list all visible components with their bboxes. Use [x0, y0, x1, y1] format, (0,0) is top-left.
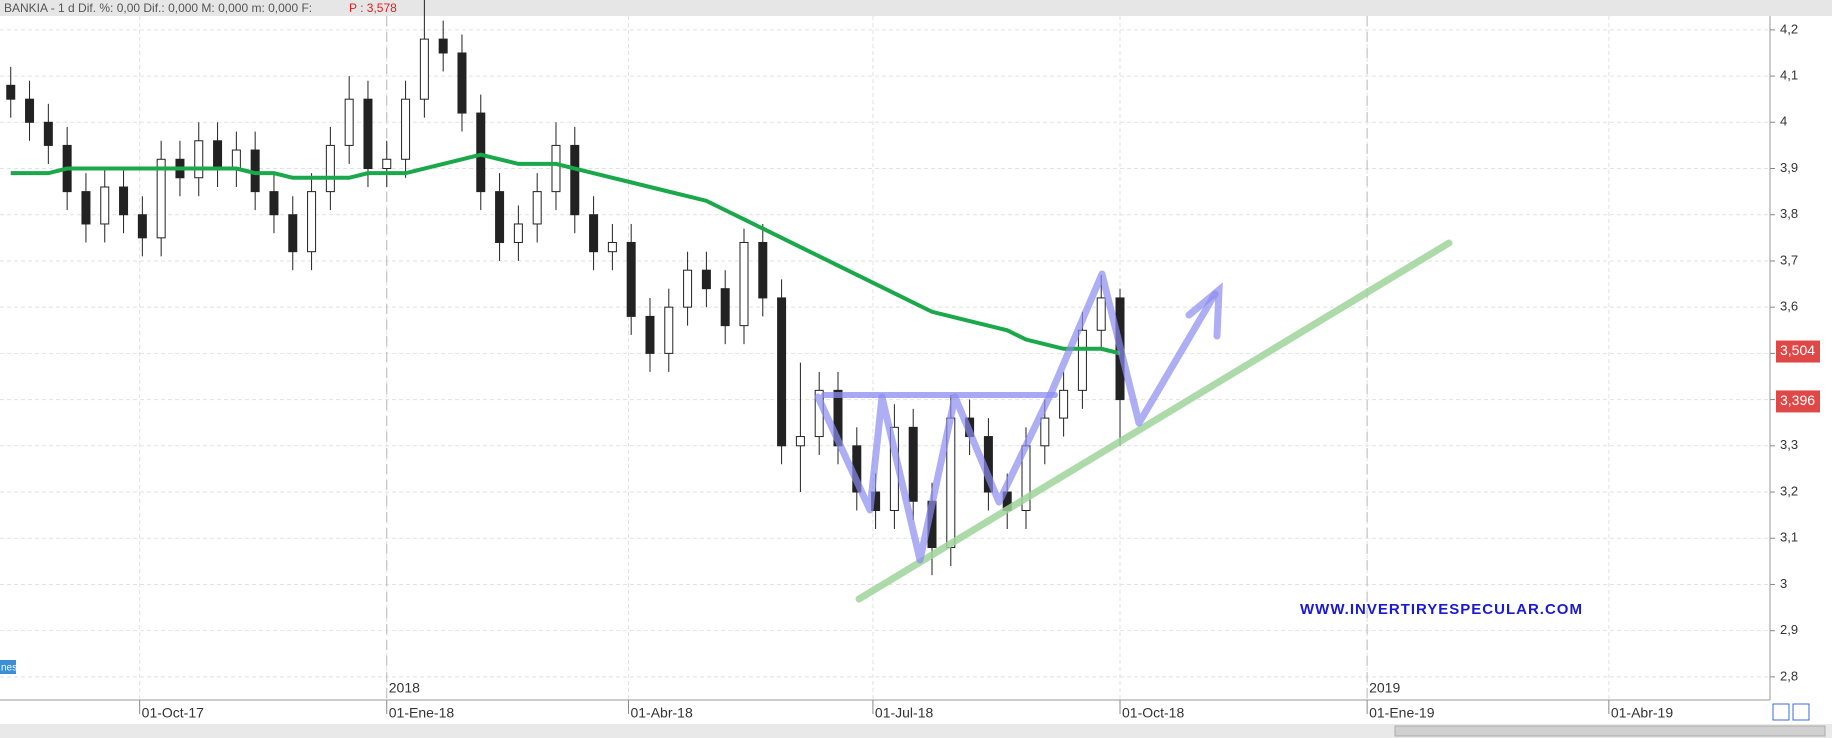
candle-body — [532, 191, 542, 225]
candle-body — [269, 191, 279, 216]
candle-body — [476, 112, 486, 193]
y-tick-label: 4,2 — [1780, 21, 1798, 36]
y-tick-label: 4,1 — [1780, 68, 1798, 83]
candle-body — [325, 144, 335, 193]
y-tick-label: 3 — [1780, 576, 1787, 591]
candle-body — [231, 149, 241, 170]
candle-body — [438, 38, 448, 54]
x-tick-label: 01-Oct-17 — [142, 705, 204, 721]
candle-body — [344, 98, 354, 146]
tab-label[interactable]: nes — [1, 663, 17, 674]
scroll-thumb[interactable] — [1394, 725, 1826, 737]
x-tick-label: 01-Oct-18 — [1122, 705, 1184, 721]
header-bar — [0, 0, 1832, 16]
y-tick-label: 3,3 — [1780, 437, 1798, 452]
y-tick-label: 3,2 — [1780, 483, 1798, 498]
candle-body — [307, 191, 317, 253]
plot: 2,82,933,13,23,33,43,53,63,73,83,944,14,… — [0, 0, 1820, 721]
candle-body — [720, 288, 730, 327]
candle-body — [777, 297, 787, 447]
scrollbar[interactable] — [0, 724, 1832, 738]
candle-body — [288, 214, 298, 253]
candle-body — [100, 186, 110, 225]
candle-body — [607, 241, 617, 253]
candle-body — [739, 241, 749, 327]
x-tick-label: 01-Jul-18 — [875, 705, 934, 721]
header-text: BANKIA - 1 d Dif. %: 0,00 Dif.: 0,000 M:… — [4, 1, 312, 15]
candle-body — [570, 144, 580, 216]
candle-body — [795, 436, 805, 447]
candle-body — [908, 426, 918, 502]
annotations — [814, 239, 1453, 603]
candle-body — [43, 121, 53, 146]
tool-button[interactable] — [1792, 703, 1810, 721]
candle-body — [758, 241, 768, 299]
watermark: WWW.INVERTIRYESPECULAR.COM — [1300, 601, 1583, 618]
candle-body — [363, 98, 373, 170]
y-tick-label: 2,9 — [1780, 622, 1798, 637]
candle-body — [81, 191, 91, 225]
y-tick-label: 4 — [1780, 114, 1787, 129]
candle-body — [1096, 297, 1106, 331]
candle-body — [626, 241, 636, 317]
pattern-line — [814, 270, 1219, 564]
candle-body — [1059, 389, 1069, 419]
candle-body — [551, 144, 561, 193]
y-tick-label: 3,8 — [1780, 206, 1798, 221]
x-tick-label: 01-Ene-19 — [1369, 705, 1435, 721]
tab[interactable] — [0, 660, 16, 674]
x-tick-label: 01-Abr-18 — [630, 705, 692, 721]
candle-body — [194, 140, 204, 179]
candle-body — [589, 214, 599, 253]
y-tick-label: 3,9 — [1780, 160, 1798, 175]
candle-body — [213, 140, 223, 170]
candle-body — [119, 186, 129, 216]
candle-body — [1077, 329, 1087, 391]
candle-body — [645, 315, 655, 354]
x-tick-label: 01-Abr-19 — [1611, 705, 1673, 721]
moving-average — [10, 152, 1121, 356]
header-price: P : 3,578 — [349, 1, 397, 15]
candle-body — [382, 158, 392, 170]
y-tick-label: 3,7 — [1780, 252, 1798, 267]
price-label-box — [1776, 390, 1820, 413]
candle-body — [495, 191, 505, 243]
y-tick-label: 3,1 — [1780, 530, 1798, 545]
candle-body — [1040, 417, 1050, 447]
candle-body — [156, 158, 166, 239]
arrow-head — [1185, 282, 1223, 340]
candle-body — [457, 52, 467, 114]
year-label: 2019 — [1369, 680, 1400, 696]
candle-body — [137, 214, 147, 239]
candle-body — [419, 38, 429, 100]
candle-body — [401, 98, 411, 160]
tool-button[interactable] — [1772, 703, 1790, 721]
y-tick-label: 3,6 — [1780, 299, 1798, 314]
candle-body — [6, 84, 16, 100]
y-tick-label: 2,8 — [1780, 668, 1798, 683]
price-label: 3,504 — [1780, 342, 1815, 358]
candle-body — [513, 223, 523, 243]
year-label: 2018 — [389, 680, 420, 696]
trend-line — [855, 239, 1453, 603]
candle-body — [664, 306, 674, 354]
candle-body — [25, 98, 35, 123]
candle-body — [701, 269, 711, 290]
price-label: 3,396 — [1780, 392, 1815, 408]
price-label-box — [1776, 340, 1820, 363]
candle-body — [683, 269, 693, 308]
x-tick-label: 01-Ene-18 — [389, 705, 455, 721]
